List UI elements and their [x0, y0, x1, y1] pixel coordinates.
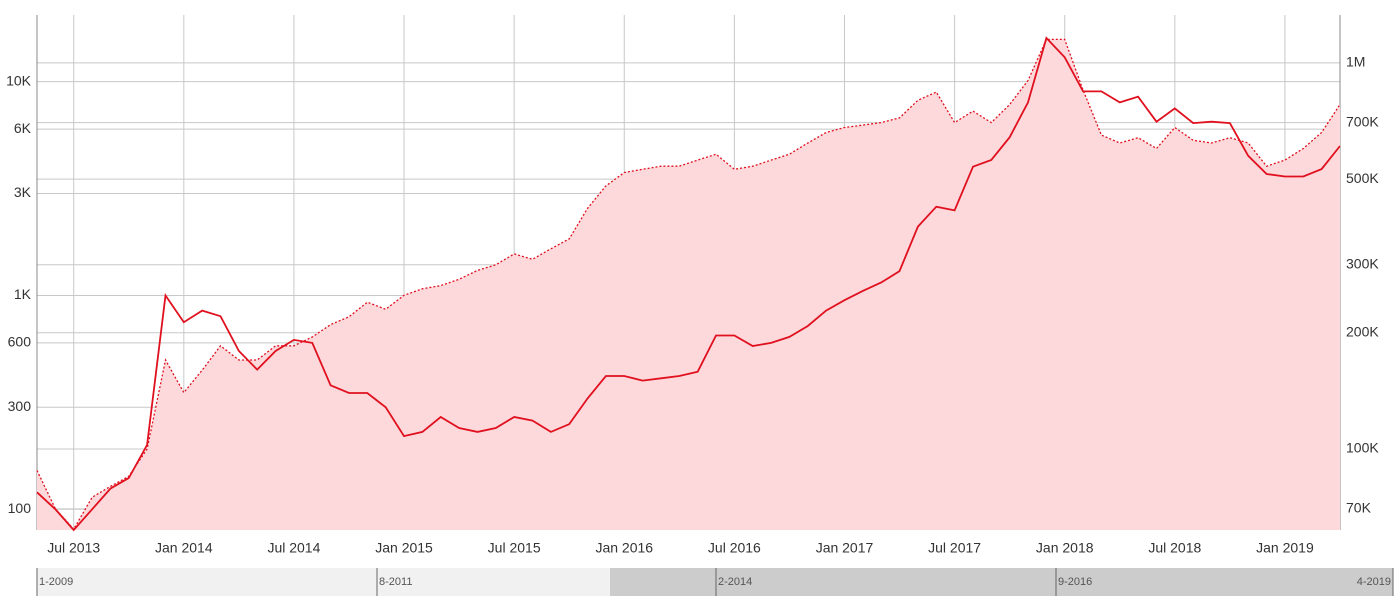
y2-tick-label: 500K	[1346, 170, 1379, 186]
x-tick-label: Jan 2014	[155, 540, 213, 556]
y-tick-label: 100	[8, 500, 32, 516]
y2-tick-label: 300K	[1346, 255, 1379, 271]
navigator-label: 9-2016	[1058, 576, 1092, 588]
x-tick-label: Jan 2017	[816, 540, 874, 556]
navigator-label: 1-2009	[39, 576, 73, 588]
x-tick-label: Jul 2013	[47, 540, 100, 556]
navigator-label: 4-2019	[1357, 576, 1391, 588]
x-tick-label: Jul 2018	[1148, 540, 1201, 556]
y2-tick-label: 1M	[1346, 54, 1365, 70]
y2-tick-label: 700K	[1346, 113, 1379, 129]
y-tick-label: 600	[8, 334, 32, 350]
y-tick-label: 3K	[14, 184, 32, 200]
x-tick-label: Jul 2015	[488, 540, 541, 556]
y2-tick-label: 70K	[1346, 500, 1372, 516]
x-tick-label: Jul 2014	[267, 540, 320, 556]
y-tick-label: 6K	[14, 120, 32, 136]
x-tick-label: Jul 2016	[708, 540, 761, 556]
y2-tick-label: 200K	[1346, 323, 1379, 339]
navigator-label: 2-2014	[718, 576, 752, 588]
x-tick-label: Jul 2017	[928, 540, 981, 556]
x-tick-label: Jan 2016	[595, 540, 653, 556]
y2-tick-label: 100K	[1346, 440, 1379, 456]
line	[36, 38, 1341, 531]
x-tick-label: Jan 2018	[1036, 540, 1094, 556]
navigator-window[interactable]	[610, 568, 1393, 596]
x-tick-label: Jan 2015	[375, 540, 433, 556]
y-tick-label: 1K	[14, 286, 32, 302]
y-tick-label: 10K	[6, 72, 32, 88]
x-tick-label: Jan 2019	[1256, 540, 1314, 556]
y-tick-label: 300	[8, 398, 32, 414]
area	[37, 39, 1340, 531]
line	[36, 36, 1341, 532]
navigator-label: 8-2011	[379, 576, 412, 588]
